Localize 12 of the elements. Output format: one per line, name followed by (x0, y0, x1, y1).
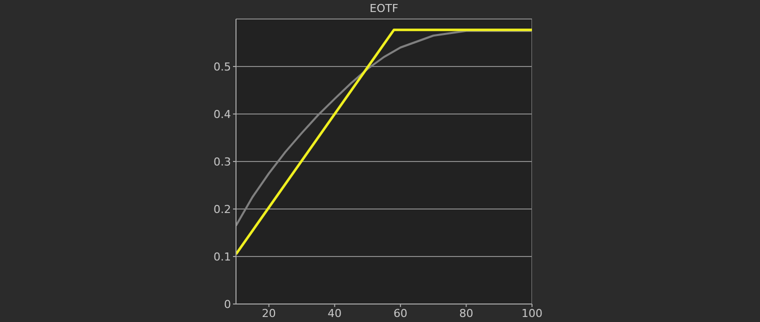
y-tick-label: 0.3 (214, 155, 231, 168)
x-tick-label: 100 (522, 306, 542, 320)
y-tick-label: 0.2 (214, 202, 231, 216)
y-tick-label: 0.1 (214, 250, 231, 264)
y-tick-label: 0.4 (214, 108, 231, 121)
x-tick-label: 60 (393, 306, 408, 320)
x-tick-label: 40 (328, 306, 342, 320)
x-tick-label: 80 (459, 306, 474, 320)
y-tick-label: 0.5 (214, 60, 231, 74)
x-tick-label: 20 (262, 306, 276, 320)
y-tick-label: 0 (224, 298, 231, 311)
chart-title: EOTF (368, 2, 400, 15)
